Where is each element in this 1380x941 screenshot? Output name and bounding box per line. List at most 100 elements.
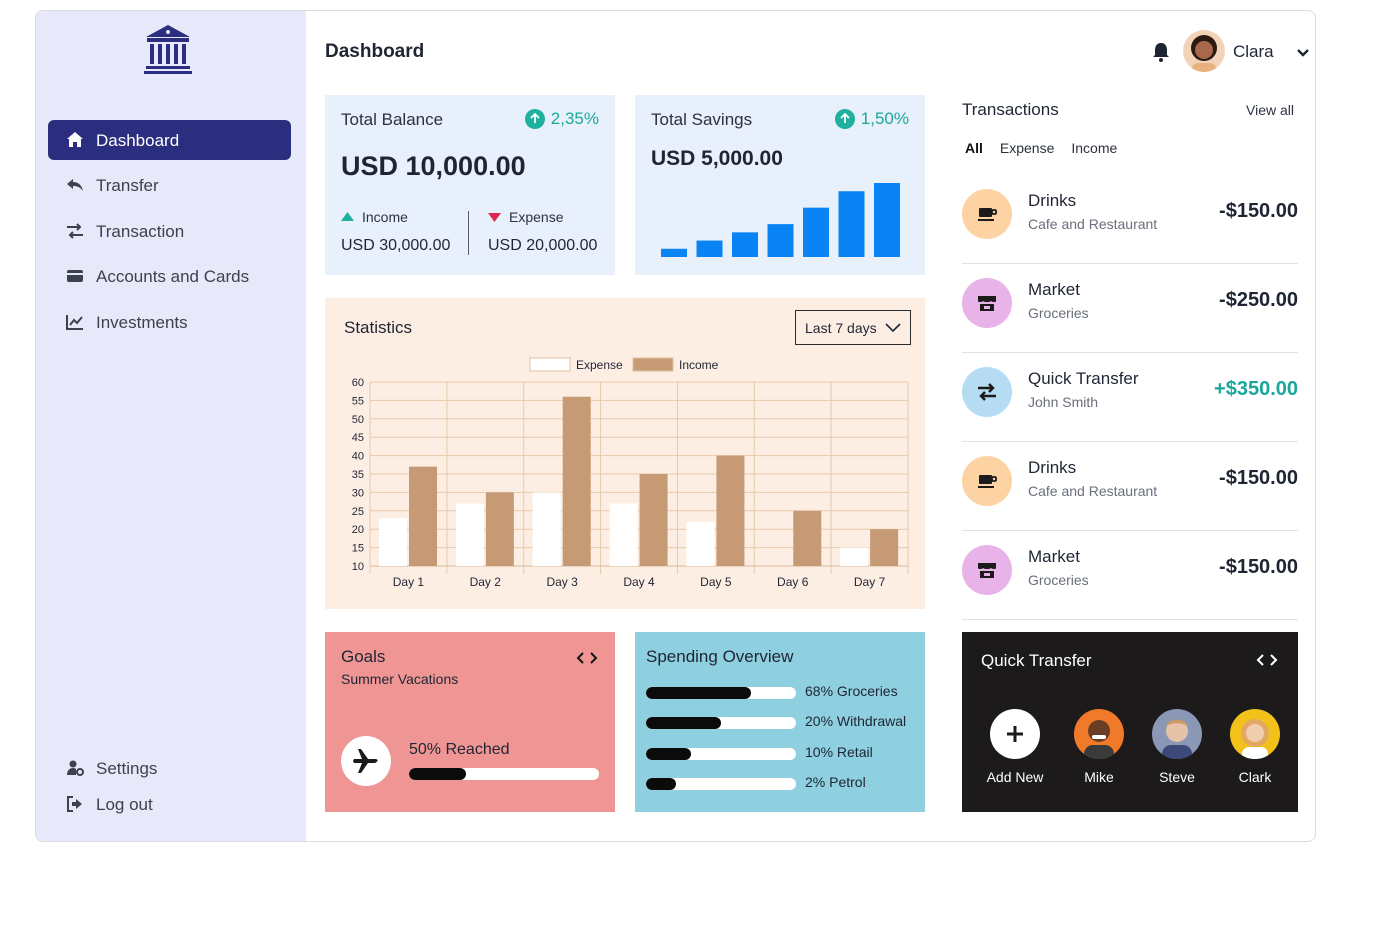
range-select-value: Last 7 days [805, 319, 877, 336]
spending-row: 20% Withdrawal [646, 713, 921, 731]
transaction-amount: -$150.00 [1219, 556, 1298, 578]
bell-icon[interactable] [1150, 41, 1172, 63]
transaction-amount: -$150.00 [1219, 467, 1298, 489]
quick-transfer-card: Quick Transfer Add New Mike Steve [962, 632, 1298, 812]
sidebar-item-label: Settings [96, 758, 158, 778]
transaction-category: Cafe and Restaurant [1028, 483, 1158, 499]
sidebar-item-settings[interactable]: Settings [48, 748, 291, 788]
sidebar-item-label: Investments [96, 312, 188, 332]
change-value: 1,50% [860, 109, 909, 128]
range-select[interactable]: Last 7 days [795, 310, 911, 345]
triangle-up-icon [341, 212, 354, 221]
savings-bar [661, 248, 687, 257]
card-label: Total Balance [341, 110, 444, 129]
goals-title: Goals [341, 647, 386, 666]
sidebar-item-label: Log out [96, 794, 153, 814]
sidebar-item-transaction[interactable]: Transaction [48, 211, 291, 251]
balance-amount: USD 10,000.00 [341, 151, 526, 181]
coffee-icon [962, 189, 1012, 239]
chevron-left-icon[interactable] [1256, 654, 1264, 666]
change-badge: 1,50% [834, 109, 909, 129]
y-tick-label: 50 [352, 414, 364, 426]
arrow-up-icon [524, 109, 545, 129]
savings-amount: USD 5,000.00 [651, 147, 783, 170]
transaction-row[interactable]: Market Groceries -$150.00 [962, 531, 1298, 620]
avatar [1074, 709, 1124, 759]
sidebar-item-investments[interactable]: Investments [48, 302, 291, 342]
transaction-name: Quick Transfer [1028, 369, 1139, 388]
bar-expense [379, 518, 407, 566]
bank-logo-icon [144, 25, 192, 74]
x-tick-label: Day 6 [777, 575, 809, 589]
x-tick-label: Day 2 [470, 575, 502, 589]
goal-reached-label: 50% Reached [409, 741, 510, 758]
transaction-amount: +$350.00 [1214, 378, 1298, 400]
sidebar-item-accounts-and-cards[interactable]: Accounts and Cards [48, 256, 291, 296]
avatar[interactable] [1183, 30, 1225, 72]
chevron-right-icon[interactable] [1270, 654, 1278, 666]
spending-row: 68% Groceries [646, 683, 921, 701]
spending-label: 68% Groceries [805, 683, 898, 699]
swap-arrows-icon [962, 367, 1012, 417]
sidebar-item-transfer[interactable]: Transfer [48, 165, 291, 205]
bar-income [716, 455, 745, 566]
chevron-down-icon[interactable] [1296, 47, 1310, 59]
user-name[interactable]: Clara [1233, 42, 1274, 61]
x-tick-label: Day 7 [854, 575, 886, 589]
transaction-name: Drinks [1028, 458, 1077, 477]
chevron-right-icon[interactable] [590, 652, 598, 664]
transaction-tabs: All Expense Income [965, 140, 1117, 156]
legend-swatch [632, 357, 674, 372]
bar-expense [532, 492, 561, 566]
bar-income [562, 396, 591, 566]
logout-icon [67, 796, 82, 812]
avatar [1152, 709, 1202, 759]
transaction-row[interactable]: Market Groceries -$250.00 [962, 264, 1298, 353]
bar-expense [686, 521, 715, 566]
contact-steve[interactable]: Steve [1142, 709, 1212, 785]
sidebar-item-label: Dashboard [96, 130, 180, 150]
spending-overview-card: Spending Overview 68% Groceries 20% With… [635, 632, 925, 812]
legend-label: Expense [576, 358, 623, 372]
transaction-row[interactable]: Drinks Cafe and Restaurant -$150.00 [962, 175, 1298, 264]
spending-bar [646, 778, 796, 790]
spending-row: 10% Retail [646, 744, 921, 762]
y-tick-label: 30 [352, 487, 364, 499]
tab-all[interactable]: All [965, 140, 983, 156]
spending-label: 20% Withdrawal [805, 713, 907, 729]
x-tick-label: Day 1 [393, 575, 425, 589]
transaction-category: Groceries [1028, 305, 1089, 321]
total-savings-card: Total Savings 1,50% USD 5,000.00 [635, 95, 925, 275]
plus-icon [990, 709, 1040, 759]
spending-title: Spending Overview [646, 647, 794, 666]
bar-income [485, 492, 514, 566]
contact-mike[interactable]: Mike [1064, 709, 1134, 785]
tab-expense[interactable]: Expense [999, 140, 1055, 156]
sidebar-item-dashboard[interactable]: Dashboard [48, 120, 291, 160]
sidebar-item-logout[interactable]: Log out [48, 784, 291, 824]
transaction-row[interactable]: Drinks Cafe and Restaurant -$150.00 [962, 442, 1298, 531]
statistics-card: Statistics Last 7 days 10 15 20 25 30 35 40 45 5… [325, 298, 925, 609]
bar-income [870, 529, 899, 566]
bar-income [639, 474, 668, 566]
store-icon [962, 278, 1012, 328]
savings-bar [803, 207, 829, 257]
savings-bar [874, 183, 900, 257]
spending-bar [646, 687, 796, 699]
carousel-arrows[interactable] [1256, 654, 1278, 666]
reply-arrow-icon [67, 179, 83, 191]
tab-income[interactable]: Income [1071, 140, 1118, 156]
contact-name: Clark [1238, 769, 1272, 785]
sidebar: Dashboard Transfer Transaction Accounts … [36, 11, 306, 841]
transaction-row[interactable]: Quick Transfer John Smith +$350.00 [962, 353, 1298, 442]
avatar [1230, 709, 1280, 759]
view-all-link[interactable]: View all [1246, 102, 1294, 118]
add-new-button[interactable]: Add New [980, 709, 1050, 785]
credit-card-icon [67, 270, 83, 282]
contact-name: Mike [1084, 769, 1114, 785]
carousel-arrows[interactable] [576, 652, 598, 664]
statistics-chart: 10 15 20 25 30 35 40 45 50 55 60 Day 1 Day 2 Day 3 Day… [352, 357, 909, 589]
chevron-left-icon[interactable] [576, 652, 584, 664]
contact-clark[interactable]: Clark [1220, 709, 1290, 785]
y-tick-label: 20 [352, 524, 364, 536]
